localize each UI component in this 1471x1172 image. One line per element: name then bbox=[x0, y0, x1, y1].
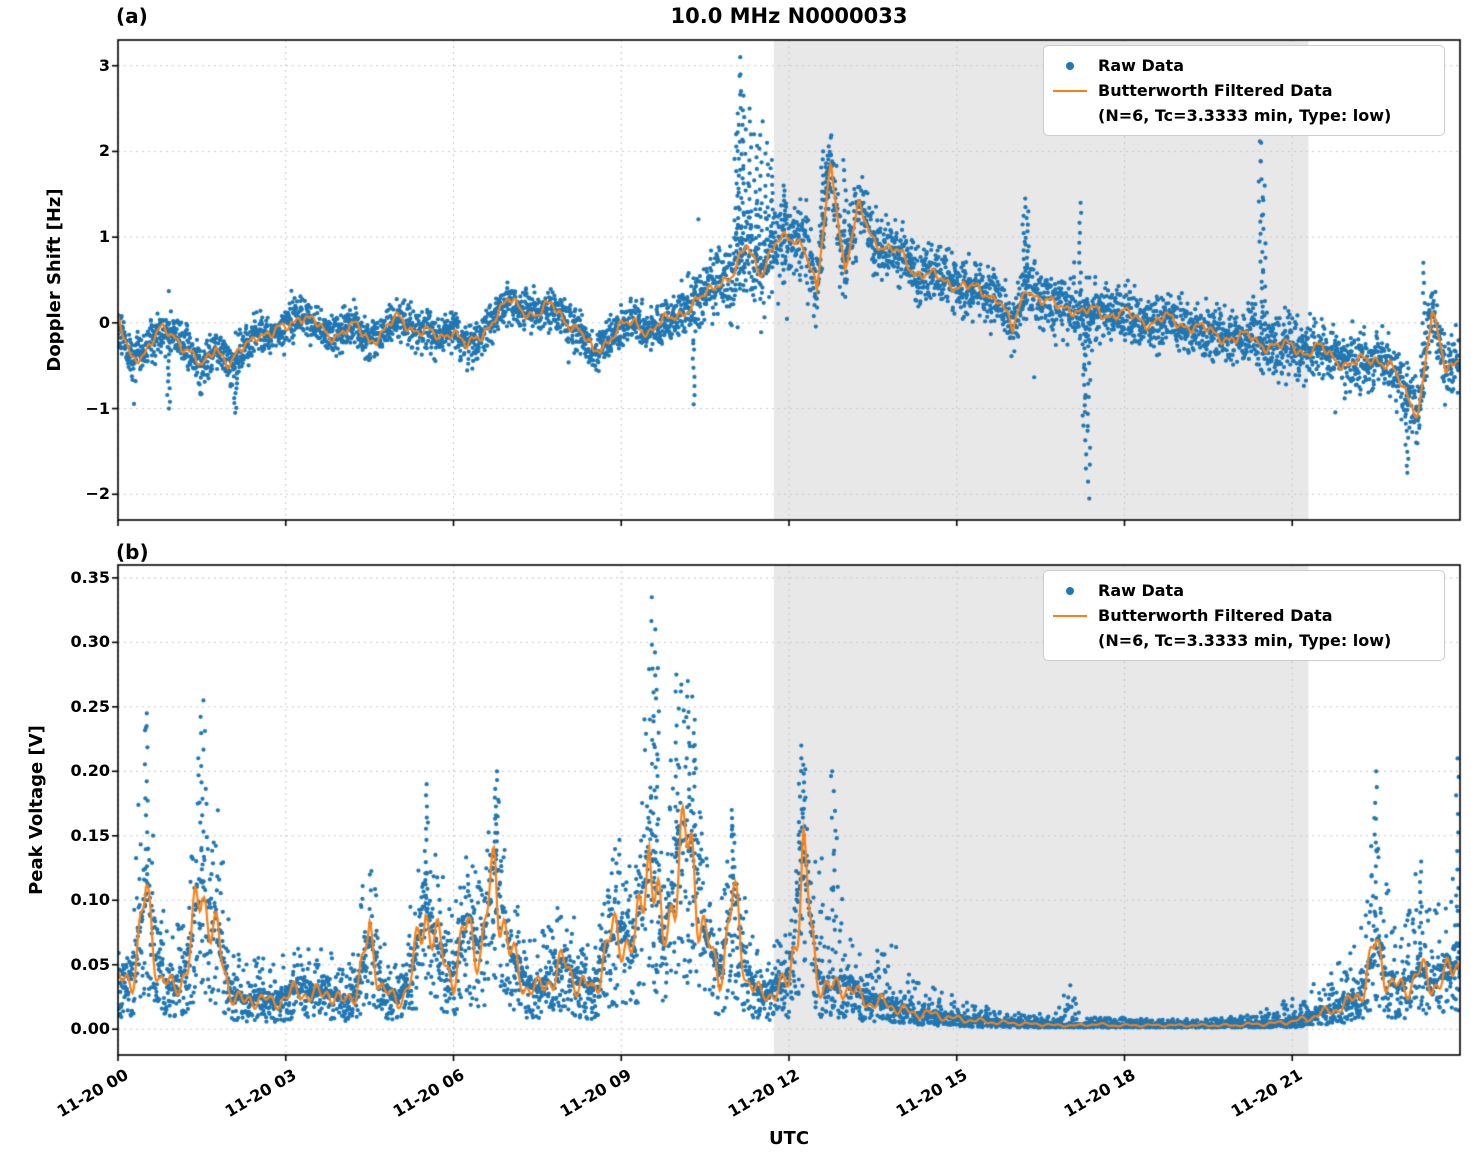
y-tick-label: −1 bbox=[85, 398, 110, 418]
filtered-line-icon bbox=[1052, 89, 1088, 92]
legend-entry-filtered: Butterworth Filtered Data bbox=[1052, 603, 1434, 628]
legend-panel-b: Raw Data Butterworth Filtered Data (N=6,… bbox=[1043, 570, 1445, 661]
legend-entry-raw: Raw Data bbox=[1052, 53, 1434, 78]
legend-filtered-label: Butterworth Filtered Data bbox=[1098, 81, 1333, 100]
y-axis-label-doppler: Doppler Shift [Hz] bbox=[44, 188, 65, 372]
legend-entry-filtered-sub: (N=6, Tc=3.3333 min, Type: low) bbox=[1052, 628, 1434, 653]
legend-entry-filtered: Butterworth Filtered Data bbox=[1052, 78, 1434, 103]
y-axis-label-voltage: Peak Voltage [V] bbox=[26, 725, 47, 895]
legend-raw-label: Raw Data bbox=[1098, 56, 1184, 75]
legend-entry-filtered-sub: (N=6, Tc=3.3333 min, Type: low) bbox=[1052, 103, 1434, 128]
y-tick-label: −2 bbox=[85, 484, 110, 504]
y-tick-label: 1 bbox=[98, 227, 110, 247]
y-tick-label: 0.00 bbox=[70, 1019, 110, 1039]
panel-a-label: (a) bbox=[116, 4, 148, 28]
y-tick-label: 0.05 bbox=[70, 954, 110, 974]
y-tick-label: 0 bbox=[98, 312, 110, 332]
y-tick-label: 2 bbox=[98, 141, 110, 161]
y-tick-label: 0.35 bbox=[70, 567, 110, 587]
y-tick-label: 3 bbox=[98, 55, 110, 75]
filtered-line-icon bbox=[1052, 614, 1088, 617]
legend-entry-raw: Raw Data bbox=[1052, 578, 1434, 603]
raw-data-dot-icon bbox=[1052, 586, 1088, 595]
legend-panel-a: Raw Data Butterworth Filtered Data (N=6,… bbox=[1043, 45, 1445, 136]
y-tick-label: 0.25 bbox=[70, 696, 110, 716]
legend-raw-label: Raw Data bbox=[1098, 581, 1184, 600]
raw-data-dot-icon bbox=[1052, 61, 1088, 70]
y-tick-label: 0.10 bbox=[70, 890, 110, 910]
y-tick-label: 0.15 bbox=[70, 825, 110, 845]
legend-filtered-sublabel: (N=6, Tc=3.3333 min, Type: low) bbox=[1098, 631, 1392, 650]
y-tick-label: 0.20 bbox=[70, 761, 110, 781]
legend-filtered-sublabel: (N=6, Tc=3.3333 min, Type: low) bbox=[1098, 106, 1392, 125]
y-tick-label: 0.30 bbox=[70, 632, 110, 652]
legend-filtered-label: Butterworth Filtered Data bbox=[1098, 606, 1333, 625]
panel-b-label: (b) bbox=[116, 540, 149, 564]
chart-title: 10.0 MHz N0000033 bbox=[670, 4, 908, 28]
x-axis-label: UTC bbox=[768, 1128, 810, 1149]
